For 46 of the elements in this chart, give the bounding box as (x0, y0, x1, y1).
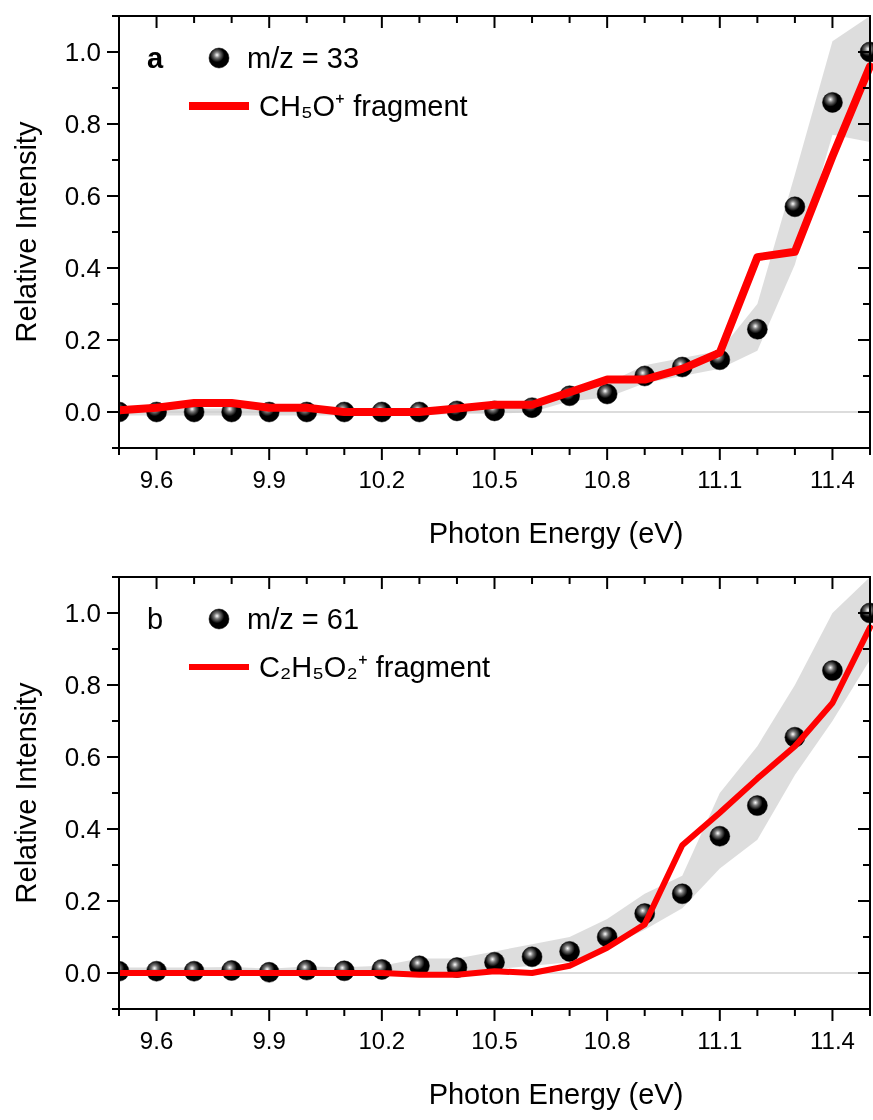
legend-label: m/z = 33 (247, 42, 360, 74)
x-axis-title: Photon Energy (eV) (428, 1078, 684, 1110)
legend-label: m/z = 61 (247, 603, 360, 635)
y-tick-label: 0.8 (64, 670, 101, 700)
y-tick-label: 0.4 (64, 814, 101, 844)
x-tick-label: 10.8 (583, 1027, 631, 1054)
annotation: b (147, 603, 164, 635)
annotation: a (147, 42, 164, 74)
x-axis-title: Photon Energy (eV) (428, 517, 684, 549)
legend-label: CH₅O⁺ fragment (259, 90, 468, 122)
point (596, 383, 618, 405)
x-tick-label: 11.4 (809, 1027, 855, 1054)
y-tick-label: 1.0 (64, 598, 101, 628)
y-tick-label: 0.6 (64, 742, 101, 772)
x-tick-label: 9.9 (252, 466, 286, 493)
x-tick-label: 9.9 (252, 1027, 286, 1054)
y-tick-label: 0.0 (64, 958, 101, 988)
y-tick-label: 1.0 (64, 37, 101, 67)
x-tick-label: 10.2 (358, 466, 406, 493)
x-tick-label: 10.8 (583, 466, 631, 493)
y-tick-label: 0.0 (64, 397, 101, 427)
point (709, 825, 731, 847)
point (784, 196, 806, 218)
x-tick-label: 10.5 (471, 466, 518, 493)
x-tick-label: 9.6 (139, 1027, 174, 1054)
x-tick-label: 10.5 (471, 1027, 518, 1054)
point (672, 883, 693, 905)
y-tick-label: 0.4 (64, 253, 101, 283)
point (747, 795, 768, 816)
y-axis-title: Relative Intensity (10, 682, 42, 904)
x-tick-label: 9.6 (139, 466, 174, 493)
x-tick-label: 11.4 (809, 466, 855, 493)
y-tick-label: 0.2 (64, 325, 101, 355)
y-tick-label: 0.8 (64, 109, 101, 139)
y-axis-title: Relative Intensity (10, 121, 42, 343)
x-tick-label: 10.2 (358, 1027, 406, 1054)
point (747, 318, 768, 340)
point (521, 946, 543, 968)
y-tick-label: 0.6 (64, 181, 101, 211)
legend-label: C₂H₅O₂⁺ fragment (259, 651, 491, 683)
x-tick-label: 11.1 (697, 466, 743, 493)
point (822, 92, 843, 113)
point (559, 941, 580, 962)
x-tick-label: 11.1 (697, 1027, 743, 1054)
point (822, 660, 843, 681)
y-tick-label: 0.2 (64, 886, 101, 916)
